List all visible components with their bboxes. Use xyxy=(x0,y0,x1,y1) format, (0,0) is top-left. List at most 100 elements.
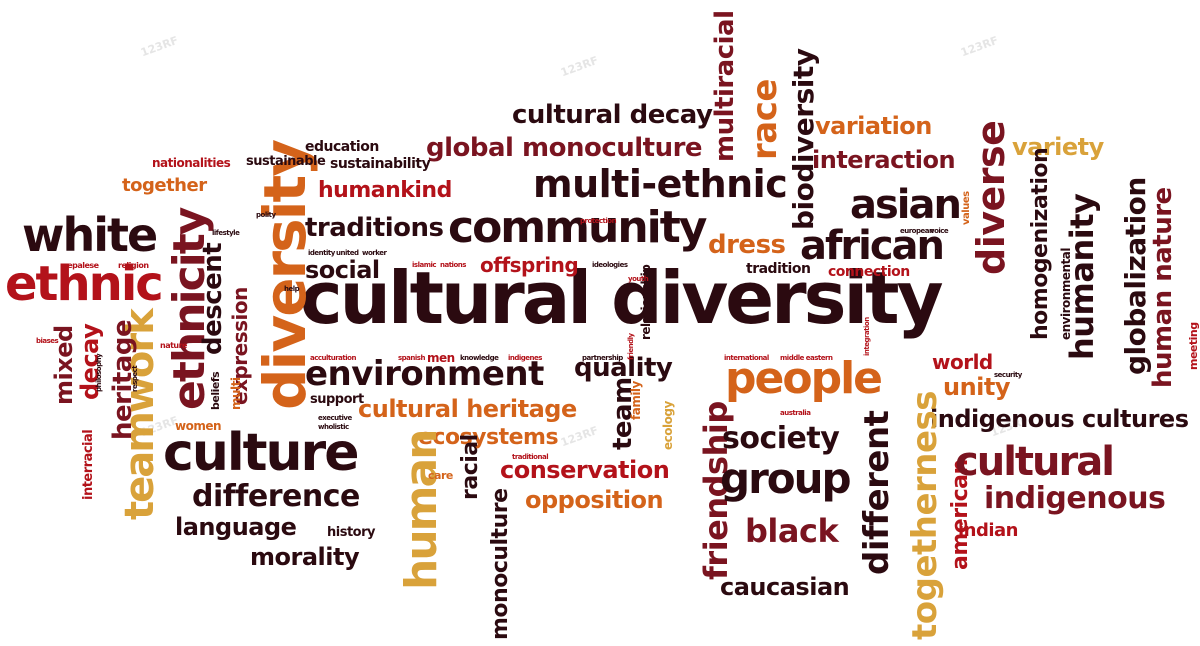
word-knowledge: knowledge xyxy=(460,354,499,362)
word-multiracial: multiracial xyxy=(710,10,740,162)
word-women: women xyxy=(175,419,222,433)
word-african: african xyxy=(800,223,945,269)
word-world: world xyxy=(932,350,993,374)
word-society: society xyxy=(722,421,840,456)
word-cultural-diversity: cultural diversity xyxy=(300,256,944,340)
word-middle-eastern: middle eastern xyxy=(780,354,833,362)
word-indian: indian xyxy=(958,520,1019,541)
word-connection: connection xyxy=(828,264,910,280)
word-sustainability: sustainability xyxy=(330,156,431,172)
word-ecosystems: ecosystems xyxy=(418,425,559,450)
word-globalization: globalization xyxy=(1119,177,1152,375)
word-acculturation: acculturation xyxy=(310,354,356,362)
word-islamic: islamic xyxy=(412,261,437,269)
word-homogenization: homogenization xyxy=(1028,147,1053,340)
word-culture: culture xyxy=(163,423,359,483)
word-biodiversity: biodiversity xyxy=(787,48,820,230)
word-wholistic: wholistic xyxy=(318,423,349,431)
word-ideologies: ideologies xyxy=(592,261,628,269)
word-diverse: diverse xyxy=(969,120,1013,275)
word-people: people xyxy=(725,353,883,404)
word-united: united xyxy=(336,249,359,257)
word-humankind: humankind xyxy=(318,178,452,203)
word-offspring: offspring xyxy=(480,253,579,277)
word-interracial: interracial xyxy=(81,429,96,500)
word-human-nature: human nature xyxy=(1148,187,1178,388)
word-descent: descent xyxy=(198,242,228,355)
word-indigenes: indigenes xyxy=(508,354,542,362)
word-polity: polity xyxy=(256,211,276,219)
watermark: 123RF xyxy=(558,423,601,450)
word-language: language xyxy=(175,513,297,541)
watermark: 123RF xyxy=(138,33,181,60)
word-friendly: friendly xyxy=(627,333,635,360)
word-ethnic: ethnic xyxy=(5,256,164,312)
word-youth: youth xyxy=(628,275,649,283)
word-dress: dress xyxy=(708,230,786,260)
word-global-monoculture: global monoculture xyxy=(426,133,703,163)
word-human: human xyxy=(396,430,447,590)
word-traditions: traditions xyxy=(305,213,444,243)
word-nepalese: nepalese xyxy=(62,261,99,270)
word-family: family xyxy=(629,381,643,420)
word-caucasian: caucasian xyxy=(720,573,850,601)
word-care: care xyxy=(428,469,453,482)
word-protection: protection xyxy=(580,217,617,225)
word-indigenous: indigenous xyxy=(984,481,1166,516)
word-togetherness: togetherness xyxy=(905,390,945,640)
word-worker: worker xyxy=(362,249,387,257)
word-beliefs: beliefs xyxy=(209,371,222,410)
word-morality: morality xyxy=(250,543,360,571)
word-integration: integration xyxy=(863,317,871,356)
word-nationalities: nationalities xyxy=(152,156,231,170)
watermark: 123RF xyxy=(958,33,1001,60)
word-conservation: conservation xyxy=(500,456,670,484)
word-monoculture: monoculture xyxy=(488,488,513,640)
word-together: together xyxy=(122,175,207,196)
word-history: history xyxy=(327,525,375,540)
word-cultural: cultural xyxy=(955,439,1115,485)
word-ecology: ecology xyxy=(661,401,675,450)
word-traditional: traditional xyxy=(512,453,549,461)
word-nations: nations xyxy=(440,261,466,269)
word-white: white xyxy=(22,208,158,262)
word-variety: variety xyxy=(1012,133,1104,161)
word-voice: voice xyxy=(930,227,949,235)
word-group: group xyxy=(720,454,852,503)
word-racial: racial xyxy=(458,434,483,500)
word-lifestyle: lifestyle xyxy=(212,229,240,237)
word-environmental: environmental xyxy=(1059,248,1073,340)
word-social: social xyxy=(305,256,380,284)
word-nature: nature xyxy=(160,341,187,350)
word-executive: executive xyxy=(318,414,352,422)
word-philosophy: philosophy xyxy=(95,353,103,392)
word-opposition: opposition xyxy=(525,486,664,514)
word-respect: respect xyxy=(131,365,139,392)
word-unity: unity xyxy=(943,373,1011,401)
word-quality: quality xyxy=(574,353,673,383)
word-multi-ethnic: multi-ethnic xyxy=(533,162,788,206)
word-cultural-heritage: cultural heritage xyxy=(358,395,577,423)
watermark: 123RF xyxy=(558,53,601,80)
word-race: race xyxy=(745,79,785,160)
word-interaction: interaction xyxy=(812,146,956,174)
word-identity: identity xyxy=(308,249,335,257)
word-multi: multi xyxy=(229,377,243,410)
word-european: european xyxy=(900,227,934,235)
word-sustainable: sustainable xyxy=(246,154,326,169)
word-environment: environment xyxy=(305,354,544,394)
word-help: help xyxy=(284,285,300,293)
word-partnership: partnership xyxy=(582,354,623,362)
word-education: education xyxy=(305,139,379,155)
word-support: support xyxy=(310,392,364,407)
word-spanish: spanish xyxy=(398,354,425,362)
word-community: community xyxy=(448,202,707,253)
word-asian: asian xyxy=(850,182,962,228)
word-tradition: tradition xyxy=(746,261,811,277)
word-difference: difference xyxy=(192,479,360,514)
word-security: security xyxy=(994,371,1022,379)
word-religion: religion xyxy=(118,261,149,270)
word-cultural-decay: cultural decay xyxy=(512,100,713,130)
word-variation: variation xyxy=(815,112,932,140)
word-values: values xyxy=(961,191,972,225)
